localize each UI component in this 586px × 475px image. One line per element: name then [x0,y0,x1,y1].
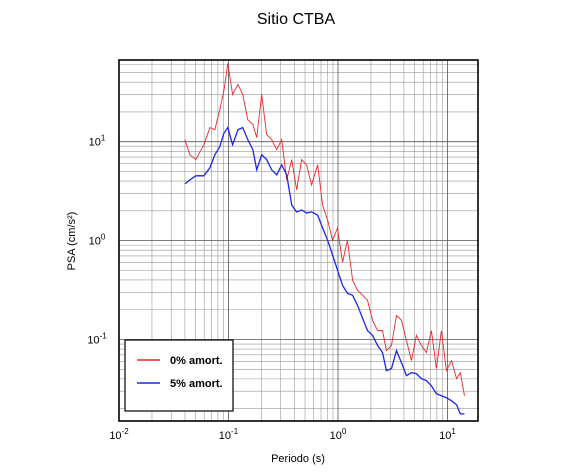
y-tick-label: 101 [89,134,106,149]
y-tick-base: 10 [89,137,101,149]
chart-title: Sitio CTBA [257,11,336,28]
data-line [184,63,465,396]
x-tick-base: 10 [219,430,231,442]
data-line [184,126,465,415]
x-tick-label: 101 [439,427,456,442]
x-tick-exponent: -1 [231,427,239,436]
x-tick-exponent: 0 [342,427,347,436]
x-tick-base: 10 [109,430,121,442]
x-tick-label: 10-1 [219,427,239,442]
x-axis-label: Periodo (s) [271,453,325,465]
x-tick-exponent: -2 [122,427,130,436]
x-tick-base: 10 [439,430,451,442]
y-tick-label: 10-1 [87,332,107,347]
y-tick-exponent: 1 [101,134,106,143]
y-tick-base: 10 [89,236,101,248]
y-tick-label: 100 [89,233,106,248]
x-tick-exponent: 1 [451,427,456,436]
y-tick-base: 10 [87,335,99,347]
y-tick-exponent: 0 [101,233,106,242]
x-tick-base: 10 [330,430,342,442]
x-tick-label: 10-2 [109,427,129,442]
legend-label: 0% amort. [170,355,223,367]
legend-label: 5% amort. [170,378,223,390]
plot-frame [118,59,479,422]
legend-box [124,339,234,412]
x-tick-label: 100 [330,427,347,442]
y-axis-label: PSA (cm/s²) [66,212,78,271]
y-tick-exponent: -1 [100,332,108,341]
